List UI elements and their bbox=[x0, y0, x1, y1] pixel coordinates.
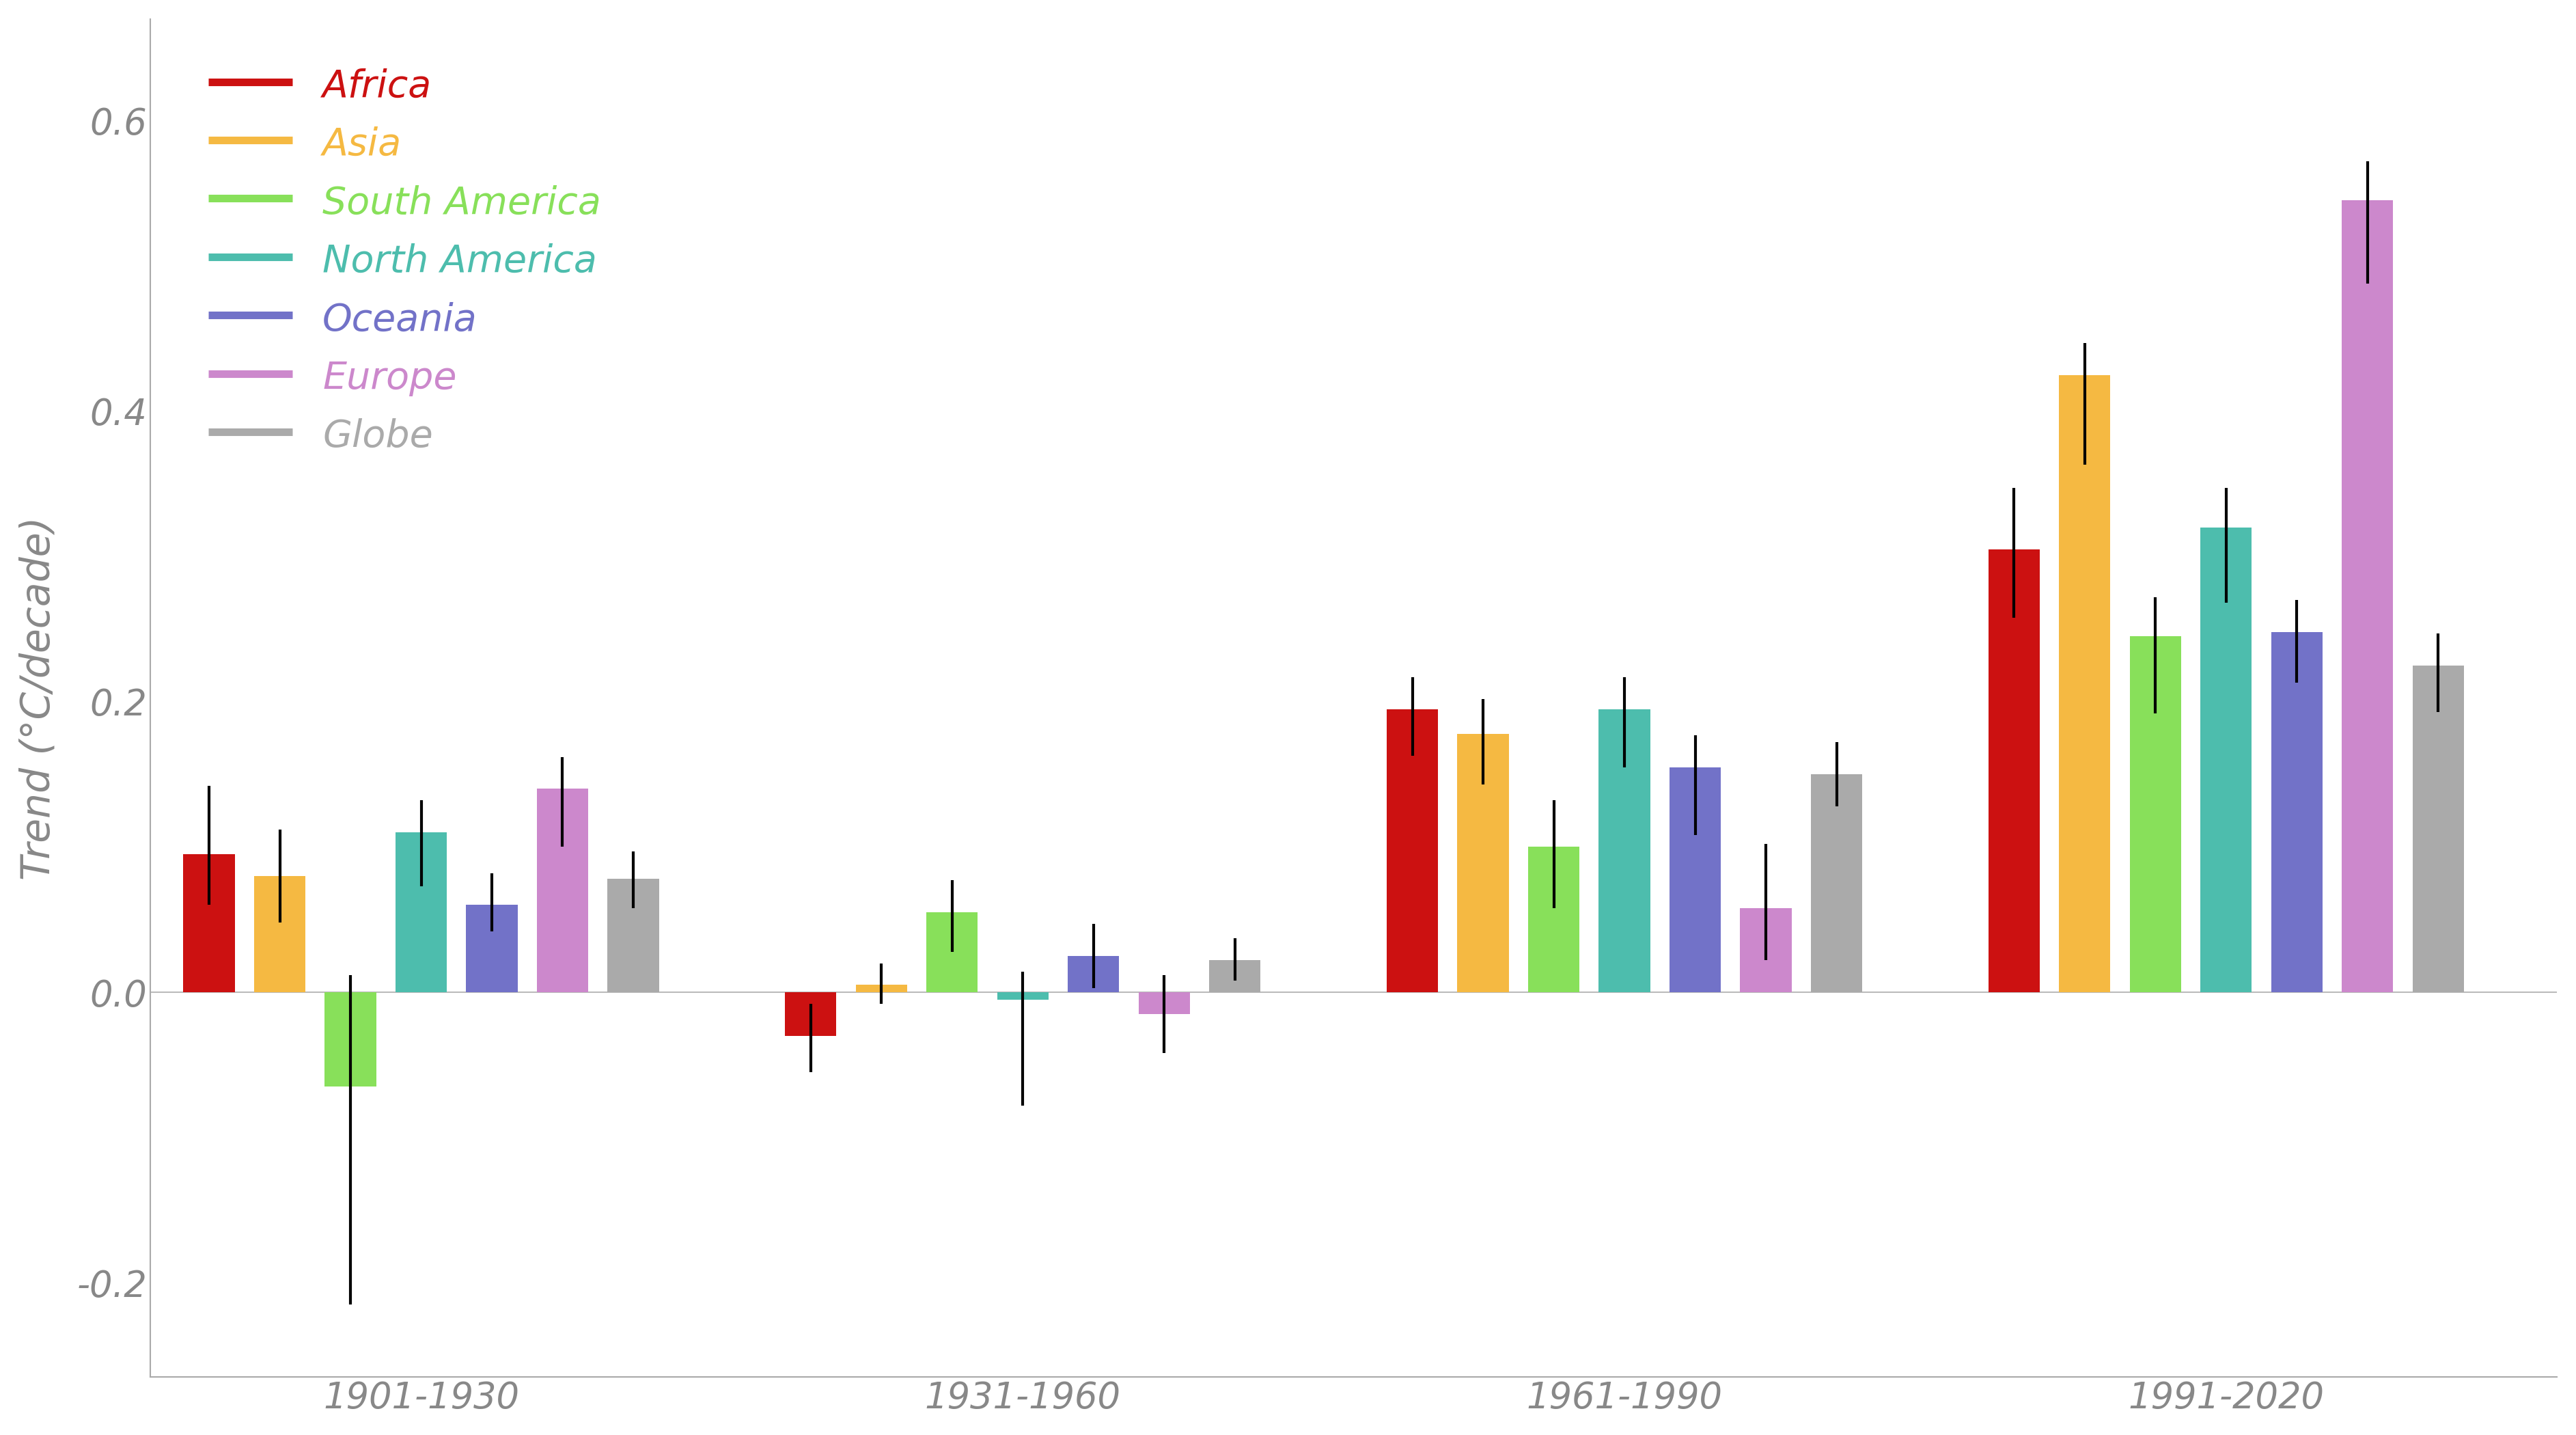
Bar bbox=[1139, 992, 1190, 1015]
Bar bbox=[1989, 550, 2040, 992]
Bar bbox=[1458, 733, 1510, 992]
Bar bbox=[1386, 709, 1437, 992]
Bar bbox=[1528, 847, 1579, 992]
Bar bbox=[1600, 709, 1651, 992]
Bar bbox=[2058, 375, 2110, 992]
Bar bbox=[2272, 631, 2324, 992]
Bar bbox=[2130, 636, 2182, 992]
Bar bbox=[1208, 960, 1260, 992]
Bar bbox=[183, 854, 234, 992]
Bar bbox=[1669, 768, 1721, 992]
Bar bbox=[997, 992, 1048, 1000]
Bar bbox=[2342, 201, 2393, 992]
Bar bbox=[927, 913, 979, 992]
Bar bbox=[2414, 666, 2463, 992]
Bar bbox=[786, 992, 837, 1036]
Legend: Africa, Asia, South America, North America, Oceania, Europe, Globe: Africa, Asia, South America, North Ameri… bbox=[193, 52, 616, 469]
Bar bbox=[255, 875, 307, 992]
Bar bbox=[1811, 775, 1862, 992]
Bar bbox=[608, 878, 659, 992]
Bar bbox=[536, 789, 587, 992]
Bar bbox=[1741, 908, 1790, 992]
Bar bbox=[325, 992, 376, 1086]
Bar bbox=[466, 905, 518, 992]
Bar bbox=[1069, 956, 1118, 992]
Bar bbox=[2200, 528, 2251, 992]
Y-axis label: Trend (°C/decade): Trend (°C/decade) bbox=[18, 517, 57, 880]
Bar bbox=[397, 832, 446, 992]
Bar bbox=[855, 984, 907, 992]
